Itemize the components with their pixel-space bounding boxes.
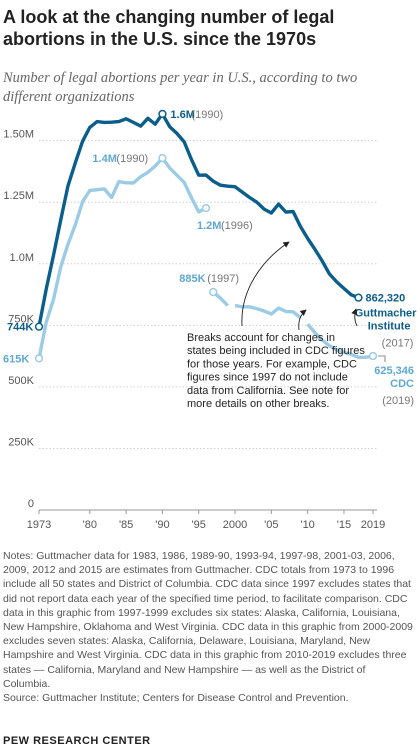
guttmacher-end-year: (2017) bbox=[382, 338, 414, 350]
chart-notes: Notes: Guttmacher data for 1983, 1986, 1… bbox=[3, 549, 415, 705]
breaks-annotation-line: Breaks account for changes in bbox=[187, 332, 335, 344]
x-tick-label: 2019 bbox=[361, 519, 385, 531]
breaks-arrow-1996 bbox=[241, 241, 290, 327]
cdc-end-year: (2019) bbox=[382, 395, 414, 407]
cdc-end-name: CDC bbox=[390, 378, 414, 390]
guttmacher-series-line bbox=[37, 112, 360, 327]
guttmacher-1990-value: 1.6M bbox=[170, 109, 194, 121]
guttmacher-1973-marker bbox=[34, 322, 44, 331]
cdc-1997-year: (1997) bbox=[207, 273, 239, 285]
y-tick-label: 1.50M bbox=[3, 129, 34, 141]
notes-text: Notes: Guttmacher data for 1983, 1986, 1… bbox=[3, 550, 413, 690]
brand-name: PEW RESEARCH CENTER bbox=[3, 735, 151, 747]
y-tick-label: 750K bbox=[8, 313, 34, 325]
cdc-2019-marker bbox=[368, 351, 378, 361]
cdc-end-leader bbox=[378, 355, 386, 363]
y-tick-label: 500K bbox=[8, 375, 34, 387]
cdc-1997-value: 885K bbox=[179, 273, 205, 285]
guttmacher-end-name: Institute bbox=[368, 321, 411, 333]
chart-subtitle: Number of legal abortions per year in U.… bbox=[3, 70, 358, 105]
y-tick-label: 1.25M bbox=[3, 190, 34, 202]
y-tick-label: 0 bbox=[28, 498, 34, 510]
guttmacher-start-label: 744K bbox=[7, 322, 33, 334]
guttmacher-1990-year: (1990) bbox=[191, 109, 223, 121]
cdc-1990-marker bbox=[158, 153, 167, 163]
cdc-1996-value: 1.2M bbox=[197, 220, 221, 232]
cdc-start-label: 615K bbox=[3, 353, 29, 365]
x-tick-label: '85 bbox=[119, 519, 133, 531]
x-tick-label: 1973 bbox=[27, 519, 51, 531]
breaks-annotation-line: data from California. See note for bbox=[187, 385, 349, 397]
guttmacher-1990-marker bbox=[158, 109, 167, 119]
breaks-arrow-2009 bbox=[351, 308, 358, 327]
breaks-annotation-line: more details on other breaks. bbox=[187, 398, 329, 410]
breaks-annotation-line: for those years. For example, CDC bbox=[187, 358, 357, 370]
x-tick-label: '10 bbox=[300, 519, 314, 531]
cdc-series-line bbox=[306, 323, 374, 359]
breaks-annotation-line: states being included in CDC figures bbox=[187, 345, 365, 357]
cdc-1990-year: (1990) bbox=[116, 153, 148, 165]
guttmacher-2017-marker bbox=[354, 293, 363, 302]
line-chart: 0 250K 500K 750K 1.0M 1.25M 1.50M 1973 '80 '85 '90… bbox=[3, 109, 417, 531]
cdc-1973-marker bbox=[34, 354, 44, 363]
cdc-series-line bbox=[37, 156, 207, 359]
guttmacher-end-value: 862,320 bbox=[365, 293, 405, 305]
breaks-arrow-1999 bbox=[298, 309, 307, 331]
source-text: Source: Guttmacher Institute; Centers fo… bbox=[3, 692, 349, 705]
x-tick-label: '95 bbox=[192, 519, 206, 531]
chart-title: A look at the changing number of legal a… bbox=[3, 7, 335, 49]
cdc-1996-year: (1996) bbox=[221, 220, 253, 232]
cdc-series-line bbox=[234, 303, 302, 320]
cdc-1990-value: 1.4M bbox=[92, 153, 116, 165]
x-tick-label: '15 bbox=[337, 519, 351, 531]
x-tick-label: 2000 bbox=[223, 519, 247, 531]
breaks-annotation-line: figures since 1997 do not include bbox=[187, 372, 348, 384]
cdc-end-value: 625,346 bbox=[374, 365, 414, 377]
y-tick-label: 1.0M bbox=[10, 252, 34, 264]
cdc-1996-marker bbox=[201, 203, 211, 213]
guttmacher-end-name: Guttmacher bbox=[355, 308, 417, 320]
x-tick-label: '05 bbox=[264, 519, 278, 531]
cdc-1997-marker bbox=[209, 287, 218, 297]
x-tick-label: '90 bbox=[155, 519, 169, 531]
y-tick-label: 250K bbox=[8, 436, 34, 448]
x-tick-label: '80 bbox=[83, 519, 97, 531]
